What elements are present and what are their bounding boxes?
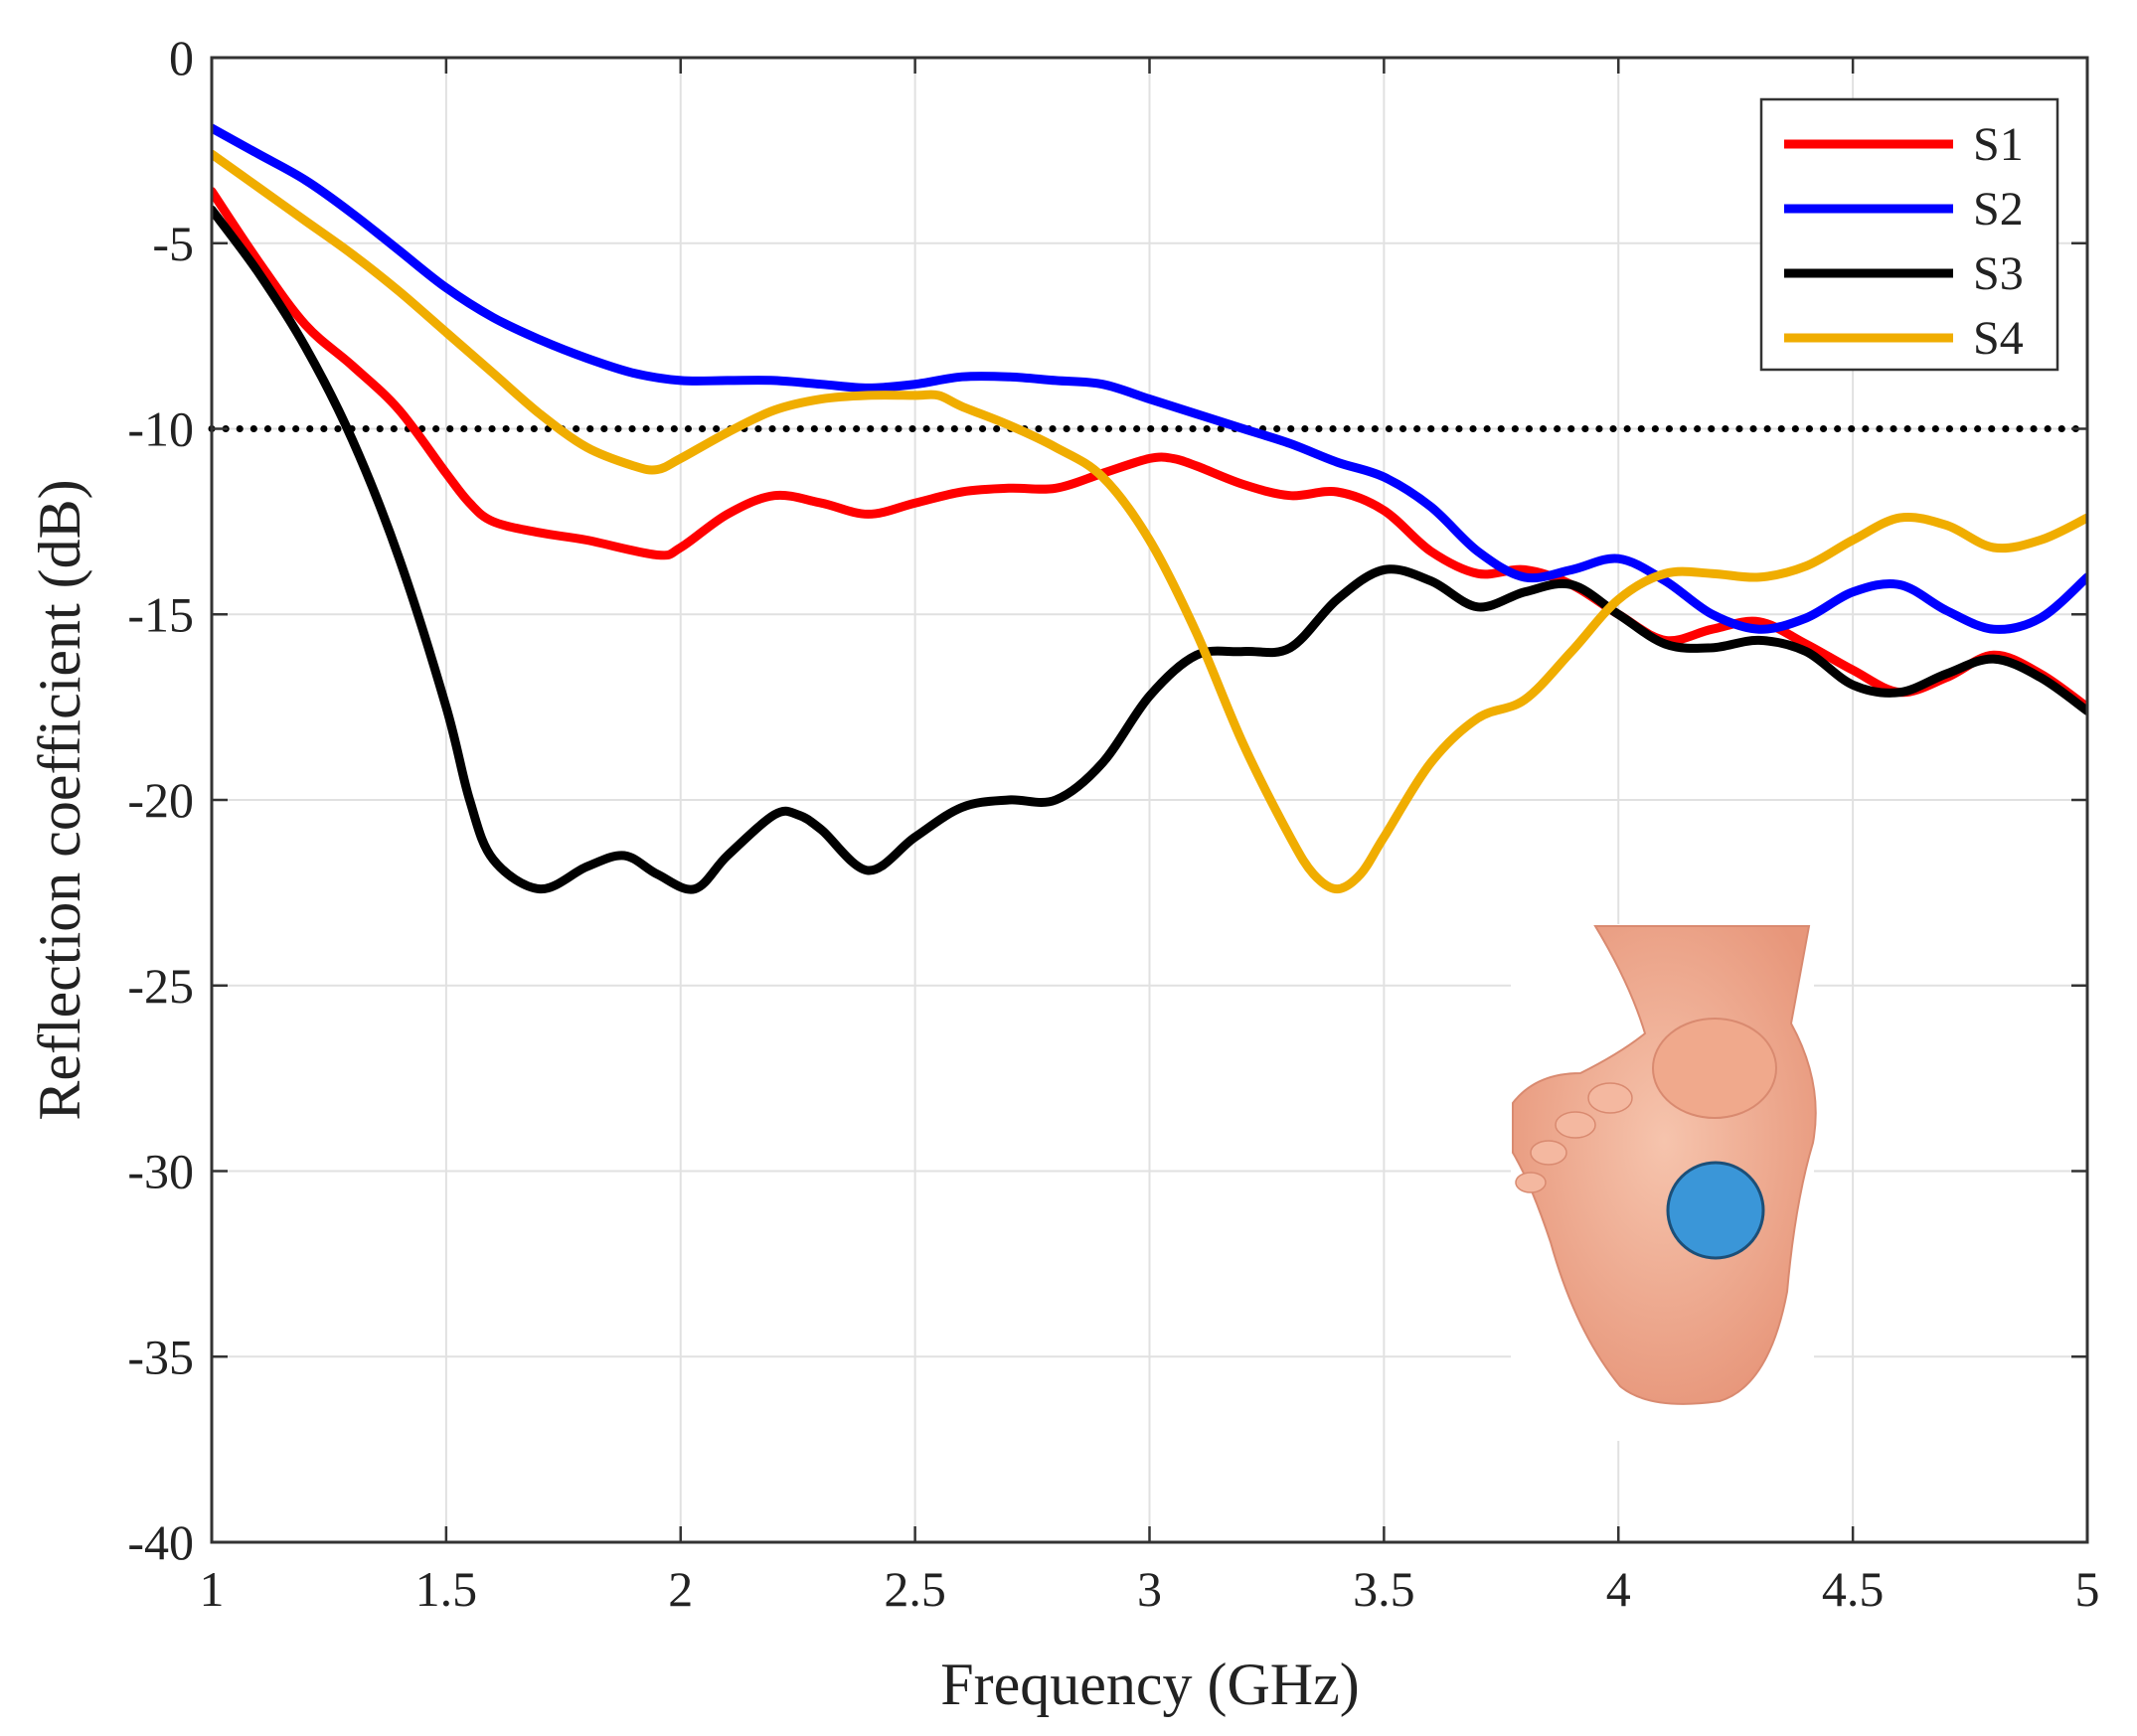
x-tick-label: 1.5 bbox=[415, 1561, 478, 1617]
x-tick-label: 5 bbox=[2075, 1561, 2100, 1617]
y-tick-label: -35 bbox=[127, 1329, 194, 1384]
series-lines bbox=[212, 123, 2087, 894]
x-tick-label: 4 bbox=[1606, 1561, 1631, 1617]
x-tick-label: 3 bbox=[1137, 1561, 1162, 1617]
sensor-location-marker bbox=[1666, 1161, 1765, 1260]
axis-ticks bbox=[210, 56, 2089, 1544]
y-tick-label: -25 bbox=[127, 958, 194, 1014]
x-tick-label: 4.5 bbox=[1822, 1561, 1885, 1617]
y-tick-label: 0 bbox=[169, 30, 194, 85]
series-line-s3 bbox=[212, 205, 2087, 894]
x-tick-label: 2 bbox=[668, 1561, 693, 1617]
x-tick-label: 1 bbox=[200, 1561, 225, 1617]
y-tick-label: -5 bbox=[152, 216, 194, 271]
legend-label-s3: S3 bbox=[1973, 247, 2024, 300]
grid-lines bbox=[212, 58, 2087, 1542]
legend: S1 S2 S3 S4 bbox=[1759, 97, 2059, 372]
series-line-s4 bbox=[212, 149, 2087, 894]
x-tick-label: 3.5 bbox=[1353, 1561, 1415, 1617]
series-line-s2 bbox=[212, 123, 2087, 634]
y-tick-label: -15 bbox=[127, 586, 194, 642]
y-tick-label: -10 bbox=[127, 401, 194, 457]
series-line-s1 bbox=[212, 187, 2087, 712]
y-tick-label: -30 bbox=[127, 1144, 194, 1199]
y-axis-label: Reflection coefficient (dB) bbox=[27, 479, 92, 1120]
legend-label-s1: S1 bbox=[1973, 118, 2024, 171]
foot-inset-image bbox=[1511, 924, 1817, 1441]
y-tick-label: -20 bbox=[127, 772, 194, 828]
x-tick-label: 2.5 bbox=[884, 1561, 946, 1617]
legend-label-s4: S4 bbox=[1973, 312, 2024, 365]
x-axis-label: Frequency (GHz) bbox=[940, 1652, 1360, 1717]
y-tick-labels: 0 -5 -10 -15 -20 -25 -30 -35 -40 bbox=[127, 30, 194, 1570]
y-tick-label: -40 bbox=[127, 1514, 194, 1570]
x-tick-labels: 1 1.5 2 2.5 3 3.5 4 4.5 5 bbox=[200, 1561, 2100, 1617]
legend-label-s2: S2 bbox=[1973, 183, 2024, 236]
